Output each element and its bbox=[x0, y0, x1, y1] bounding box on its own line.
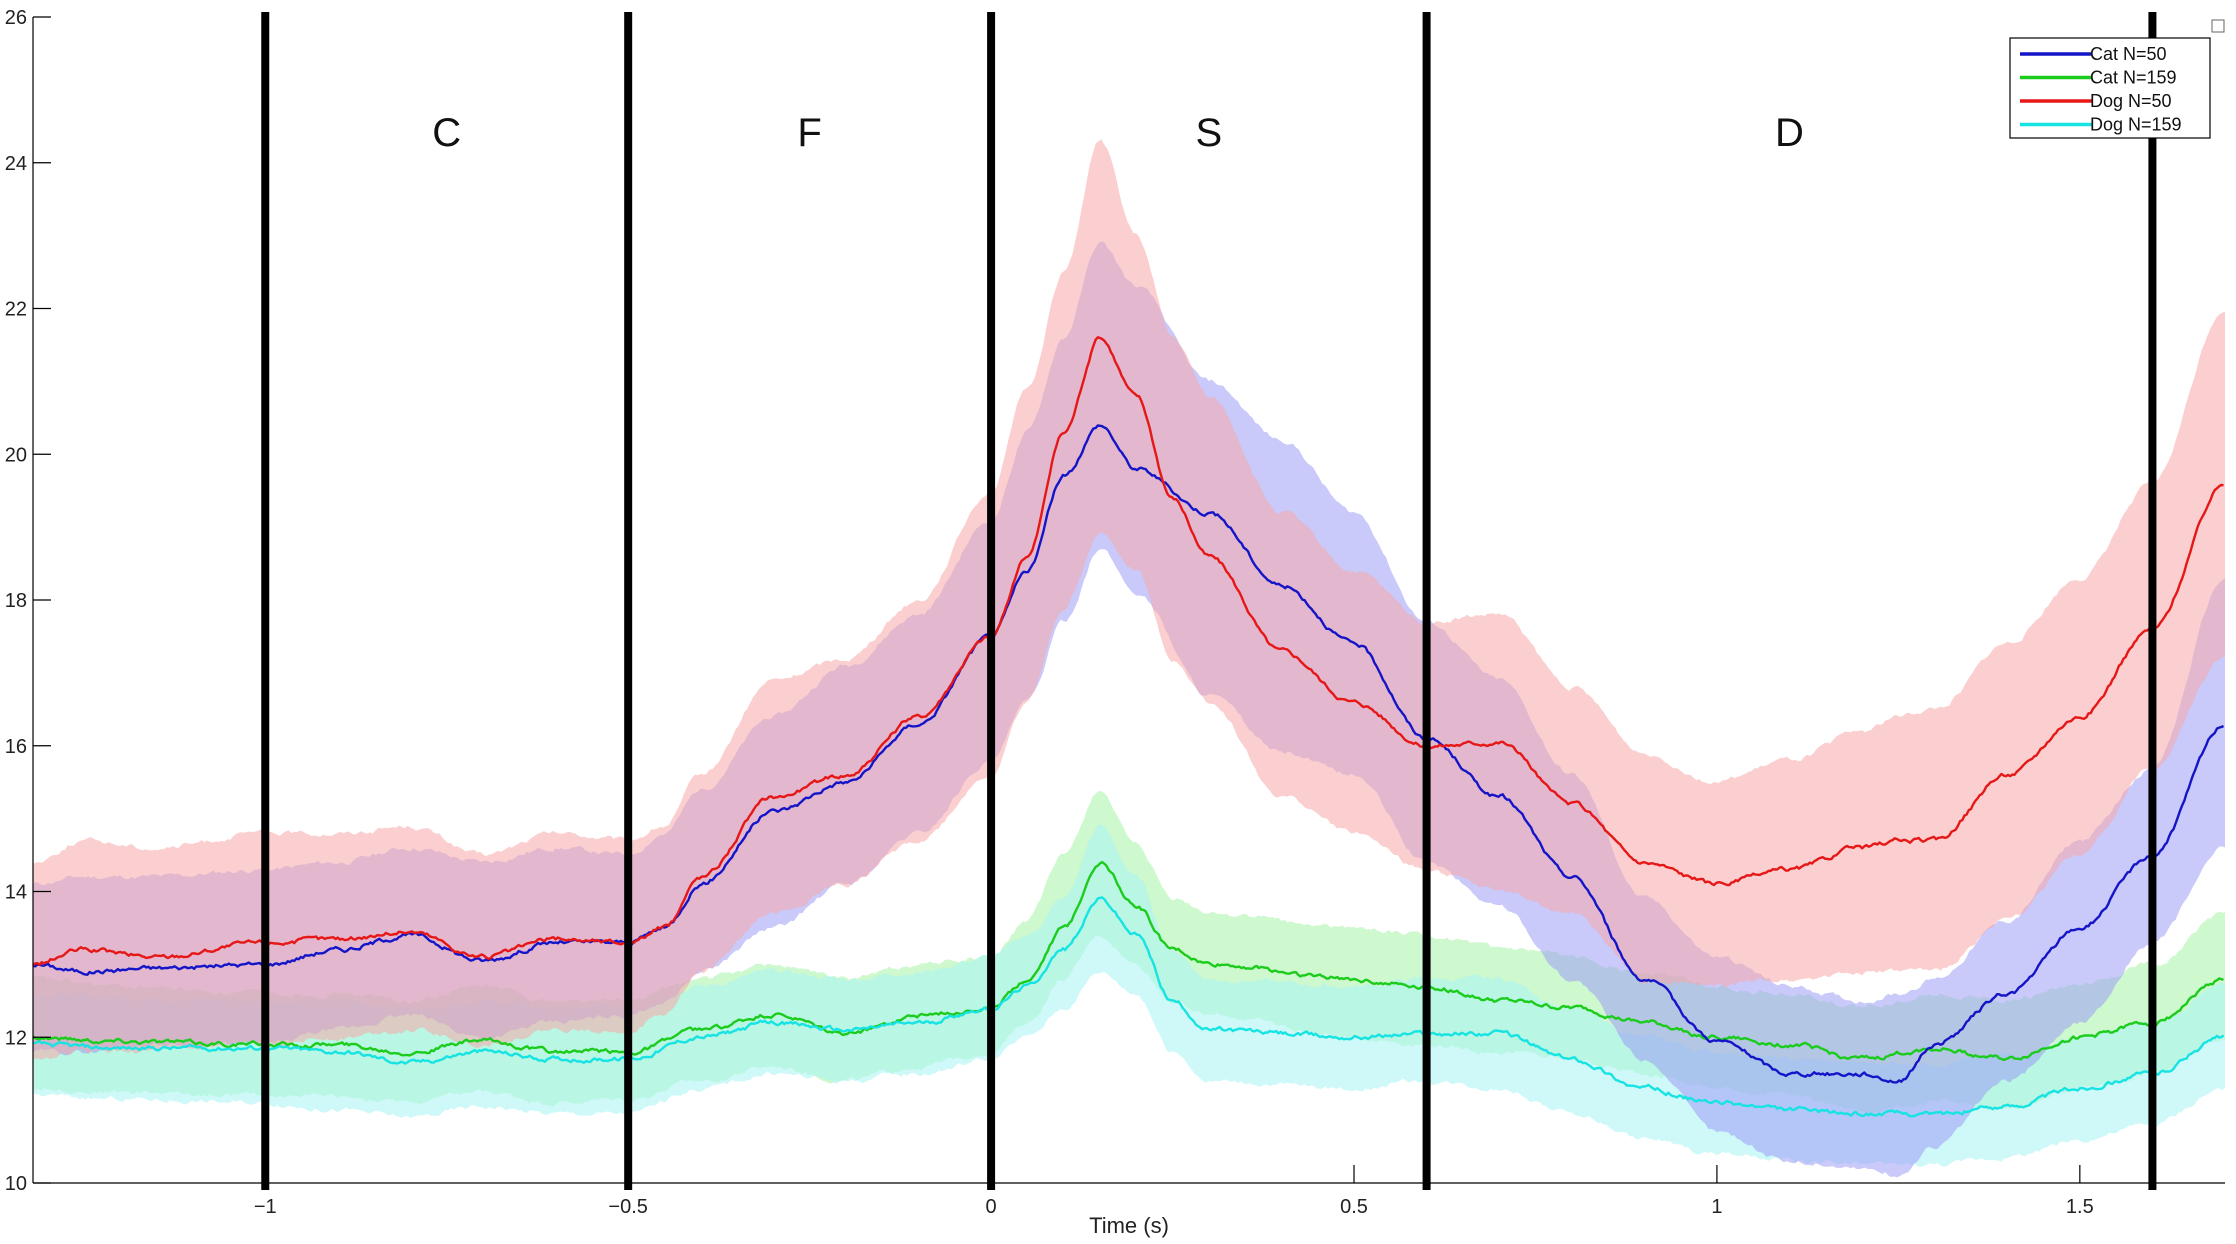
x-axis-title: Time (s) bbox=[1089, 1213, 1169, 1238]
series-line-3 bbox=[32, 896, 2225, 1118]
x-tick-label: 1 bbox=[1711, 1196, 1722, 1218]
series-line-0 bbox=[32, 424, 2225, 1084]
confidence-bands bbox=[33, 139, 2225, 1178]
event-lines bbox=[261, 12, 2157, 1190]
series-line-2 bbox=[32, 336, 2224, 967]
x-tick-label: −1 bbox=[254, 1196, 277, 1218]
legend-label-3: Dog N=159 bbox=[2090, 115, 2182, 135]
x-tick-label: 1.5 bbox=[2066, 1196, 2094, 1218]
legend-label-0: Cat N=50 bbox=[2090, 44, 2167, 64]
legend-label-1: Cat N=159 bbox=[2090, 68, 2177, 88]
legend[interactable]: Cat N=50 Cat N=159 Dog N=50 Dog N=159 bbox=[2009, 19, 2225, 139]
y-tick-label: 16 bbox=[5, 736, 27, 758]
x-tick-label: 0 bbox=[986, 1196, 997, 1218]
y-tick-label: 20 bbox=[5, 444, 27, 466]
y-tick-label: 24 bbox=[5, 153, 27, 175]
y-tick-label: 18 bbox=[5, 590, 27, 612]
legend-label-2: Dog N=50 bbox=[2090, 91, 2172, 111]
axes: 10 12 14 16 18 20 22 24 26 −1 −0.5 0 0.5 1 1.5 bbox=[5, 7, 2225, 1218]
y-tick-label: 10 bbox=[5, 1173, 27, 1195]
phase-label-s: S bbox=[1195, 111, 1222, 155]
y-tick-label: 12 bbox=[5, 1027, 27, 1049]
series-line-1 bbox=[32, 860, 2224, 1062]
y-tick-label: 14 bbox=[5, 882, 27, 904]
phase-label-f: F bbox=[797, 111, 821, 155]
confidence-band-2 bbox=[33, 139, 2225, 1060]
y-tick-label: 22 bbox=[5, 299, 27, 321]
phase-label-d: D bbox=[1775, 111, 1804, 155]
x-tick-label: 0.5 bbox=[1340, 1196, 1368, 1218]
phase-label-c: C bbox=[432, 111, 461, 155]
legend-toggle-icon[interactable] bbox=[2211, 19, 2225, 33]
series-lines bbox=[32, 336, 2225, 1118]
x-tick-label: −0.5 bbox=[608, 1196, 647, 1218]
y-tick-label: 26 bbox=[5, 7, 27, 29]
